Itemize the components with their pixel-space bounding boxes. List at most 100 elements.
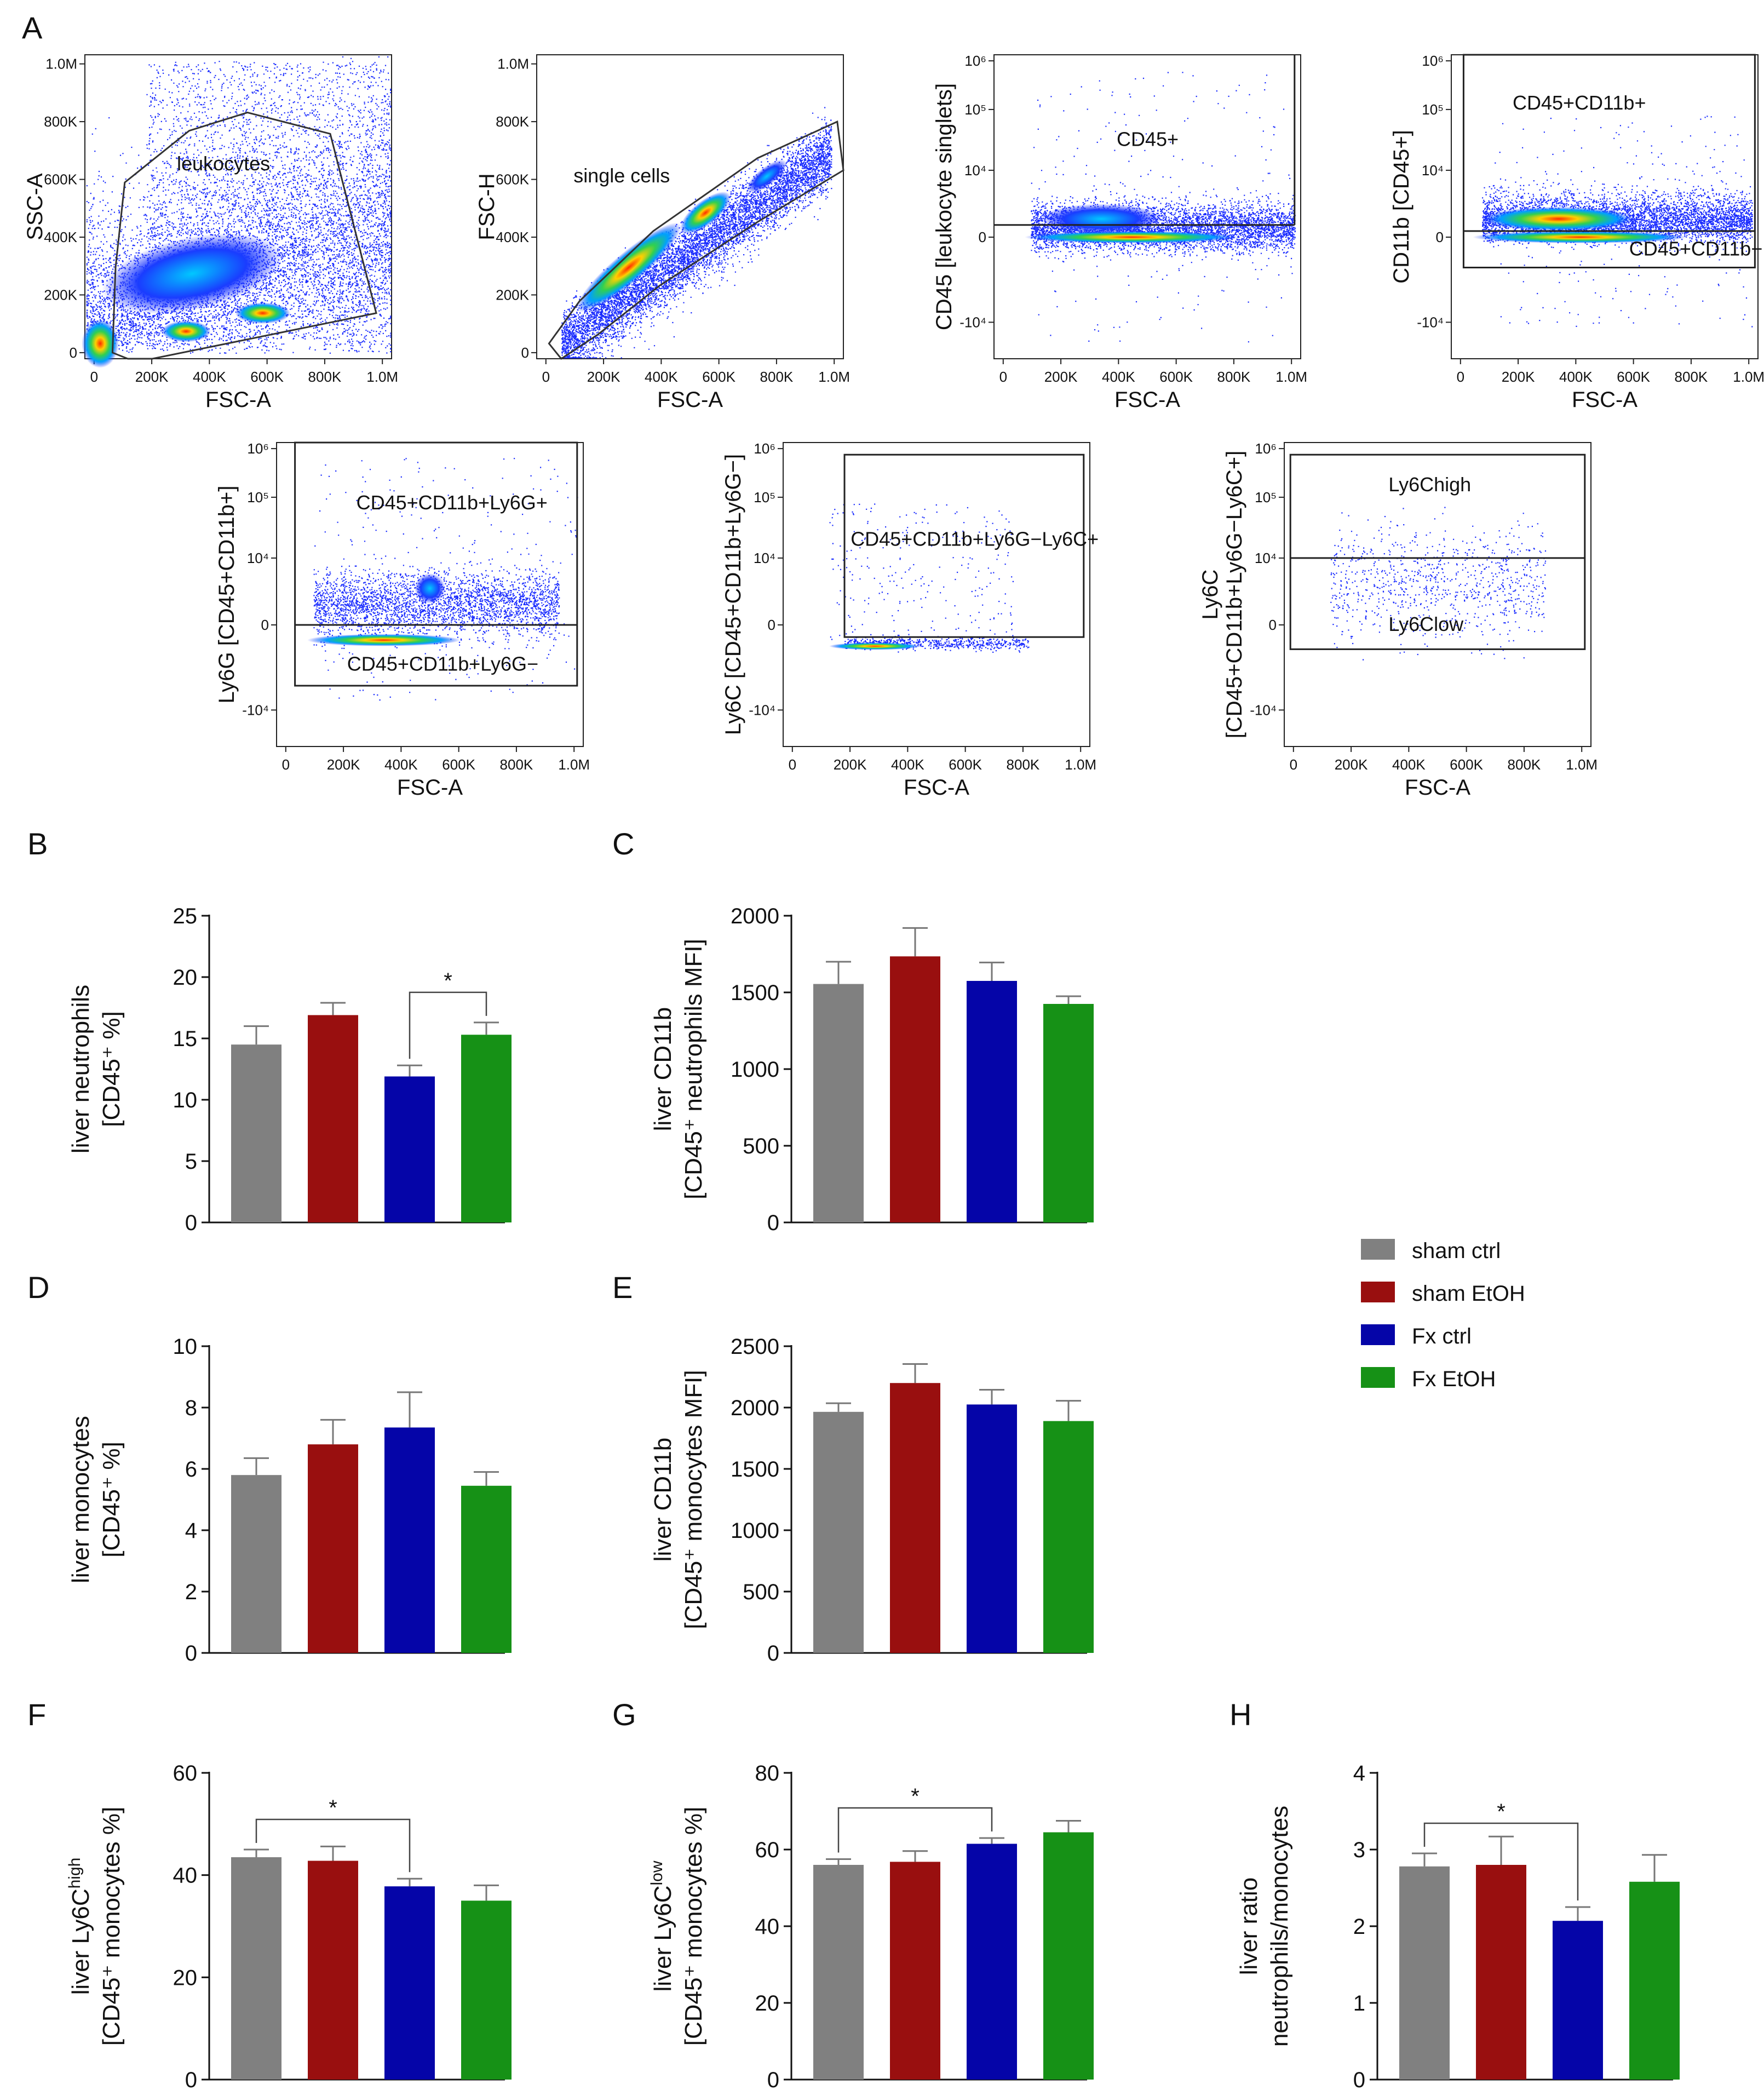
gate-outline bbox=[843, 453, 1085, 638]
y-tick-label: 60 bbox=[173, 1761, 198, 1785]
bar-sham-ctrl bbox=[231, 1857, 281, 2080]
bar-sham-etoh bbox=[308, 1444, 358, 1653]
panel-label-d: D bbox=[27, 1270, 49, 1305]
y-tick-label: 0 bbox=[185, 1641, 197, 1666]
bar-sham-etoh bbox=[890, 1383, 940, 1653]
bar-sham-ctrl bbox=[231, 1475, 281, 1653]
legend-label-sham-etoh: sham EtOH bbox=[1412, 1282, 1525, 1306]
x-axis-label: FSC-A bbox=[1572, 388, 1637, 412]
bar-chart-C: 0 500 1000 1500 2000 liver CD11b [CD45⁺ neutro… bbox=[650, 904, 1094, 1235]
y-tick-label: 10⁶ bbox=[247, 440, 269, 457]
bar-chart-D: 0 2 4 6 8 10 liver monocytes [CD45⁺ %] bbox=[67, 1335, 512, 1666]
x-tick-label: 600K bbox=[1617, 369, 1650, 385]
x-tick-label: 800K bbox=[760, 369, 794, 385]
gate-label-cd45-cd11b-ly6g: CD45+CD11b+Ly6G+ bbox=[357, 491, 548, 514]
bar-fx-ctrl bbox=[967, 1844, 1017, 2080]
y-tick-label: 200K bbox=[496, 286, 529, 303]
y-tick-label: 20 bbox=[755, 1991, 780, 2015]
bar-sham-etoh bbox=[890, 956, 940, 1222]
significance-star: * bbox=[329, 1796, 337, 1820]
y-tick-label: 2000 bbox=[731, 1396, 779, 1420]
y-tick-label: 10⁴ bbox=[754, 550, 775, 566]
bar-sham-ctrl bbox=[813, 1411, 864, 1653]
x-tick-label: 400K bbox=[891, 756, 924, 773]
x-tick-label: 600K bbox=[702, 369, 736, 385]
x-tick-label: 1.0M bbox=[1275, 369, 1307, 385]
y-tick-label: 1000 bbox=[731, 1058, 779, 1082]
y-tick-label: 4 bbox=[185, 1519, 197, 1543]
x-axis-label: FSC-A bbox=[904, 776, 969, 800]
y-tick-label: 40 bbox=[755, 1915, 780, 1939]
x-tick-label: 400K bbox=[1559, 369, 1593, 385]
x-tick-label: 800K bbox=[500, 756, 533, 773]
y-tick-label: 6 bbox=[185, 1457, 197, 1481]
y-tick-label: 400K bbox=[496, 229, 529, 245]
gate-outline bbox=[294, 441, 578, 687]
x-axis-label: FSC-A bbox=[1114, 388, 1180, 412]
panel-label-h: H bbox=[1229, 1697, 1251, 1732]
y-tick-label: 500 bbox=[743, 1134, 779, 1158]
y-tick-label: 15 bbox=[173, 1027, 198, 1051]
y-tick-label: 10 bbox=[173, 1335, 198, 1359]
y-tick-label: 1000 bbox=[731, 1519, 779, 1543]
y-axis-label: [CD45⁺ %] bbox=[98, 1442, 125, 1558]
panel-label-g: G bbox=[612, 1697, 636, 1732]
panel-label-b: B bbox=[27, 826, 48, 861]
y-axis-label: [CD45⁺ monocytes %] bbox=[98, 1807, 125, 2046]
x-tick-label: 600K bbox=[442, 756, 475, 773]
flow-plot-p6: 0 200K 400K 600K 800K 1.0M -10⁴ 0 10⁴ 10⁵ 10⁶ FSC-A… bbox=[721, 440, 1099, 800]
y-tick-label: 10⁵ bbox=[247, 489, 269, 506]
bar-fx-ctrl bbox=[1553, 1921, 1603, 2080]
y-tick-label: 0 bbox=[1436, 229, 1444, 245]
gate-label-cd45: CD45+ bbox=[1117, 128, 1179, 151]
plot-content: leukocytes bbox=[82, 56, 392, 368]
gate-label-ly6chigh: Ly6Chigh bbox=[1388, 473, 1471, 496]
y-tick-label: -10⁴ bbox=[959, 314, 986, 330]
y-tick-label: 10⁴ bbox=[247, 550, 269, 566]
density-hotspot bbox=[235, 302, 291, 324]
y-axis-label: liver CD11b bbox=[650, 1438, 676, 1562]
y-tick-label: 10⁶ bbox=[964, 53, 986, 69]
y-tick-label: 25 bbox=[173, 904, 198, 928]
y-tick-label: 1500 bbox=[731, 1457, 779, 1481]
bar-sham-etoh bbox=[308, 1860, 358, 2080]
x-tick-label: 0 bbox=[542, 369, 550, 385]
event-dots bbox=[1031, 173, 1296, 267]
y-tick-label: 0 bbox=[1269, 617, 1277, 633]
y-axis-label: liver Ly6Chigh bbox=[66, 1858, 94, 1995]
density-hotspot bbox=[1473, 231, 1688, 244]
gate-label-cd45-cd11b-ly6g-ly6c: CD45+CD11b+Ly6G−Ly6C+ bbox=[851, 528, 1099, 550]
significance-bracket bbox=[837, 1807, 993, 1853]
y-tick-label: -10⁴ bbox=[242, 702, 269, 718]
x-tick-label: 400K bbox=[1102, 369, 1135, 385]
y-axis-label: CD45 [leukocyte singlets] bbox=[932, 83, 956, 330]
flow-plot-p1: 0 200K 400K 600K 800K 1.0M 0 200K 400K 600K 800K 1.… bbox=[23, 54, 398, 412]
gate-label-cd45-cd11b-ly6g: CD45+CD11b+Ly6G− bbox=[347, 652, 538, 675]
y-axis-label: Ly6C bbox=[1198, 570, 1222, 620]
x-tick-label: 400K bbox=[384, 756, 418, 773]
flow-plot-p4: 0 200K 400K 600K 800K 1.0M -10⁴ 0 10⁴ 10⁵ 10⁶ FSC-A… bbox=[1389, 53, 1764, 412]
y-axis-label: liver neutrophils bbox=[67, 985, 94, 1153]
x-axis-label: FSC-A bbox=[397, 776, 463, 800]
bar-fx-etoh bbox=[1043, 1421, 1094, 1653]
y-tick-label: 0 bbox=[768, 617, 775, 633]
plot-content: CD45+CD11b+Ly6G+ CD45+CD11b+Ly6G− bbox=[294, 441, 578, 701]
x-tick-label: 800K bbox=[1508, 756, 1541, 773]
y-tick-label: 0 bbox=[767, 1211, 779, 1235]
y-axis-label: Ly6C [CD45+CD11b+Ly6G−] bbox=[721, 454, 745, 735]
bar-fx-ctrl bbox=[967, 981, 1017, 1222]
x-tick-label: 400K bbox=[193, 369, 226, 385]
legend: sham ctrl sham EtOH Fx ctrl Fx EtOH bbox=[1361, 1239, 1525, 1391]
y-tick-label: 1500 bbox=[731, 981, 779, 1005]
bar-fx-ctrl bbox=[384, 1076, 435, 1222]
y-tick-label: 2000 bbox=[731, 904, 779, 928]
y-tick-label: 20 bbox=[173, 1966, 198, 1990]
bar-sham-etoh bbox=[1476, 1865, 1526, 2080]
density-hotspot bbox=[162, 320, 211, 342]
x-tick-label: 800K bbox=[308, 369, 342, 385]
y-tick-label: 40 bbox=[173, 1864, 198, 1888]
x-axis-label: FSC-A bbox=[205, 388, 271, 412]
y-tick-label: 10⁵ bbox=[1255, 489, 1277, 506]
gate-outline bbox=[548, 120, 844, 360]
y-tick-label: 4 bbox=[1353, 1761, 1365, 1785]
